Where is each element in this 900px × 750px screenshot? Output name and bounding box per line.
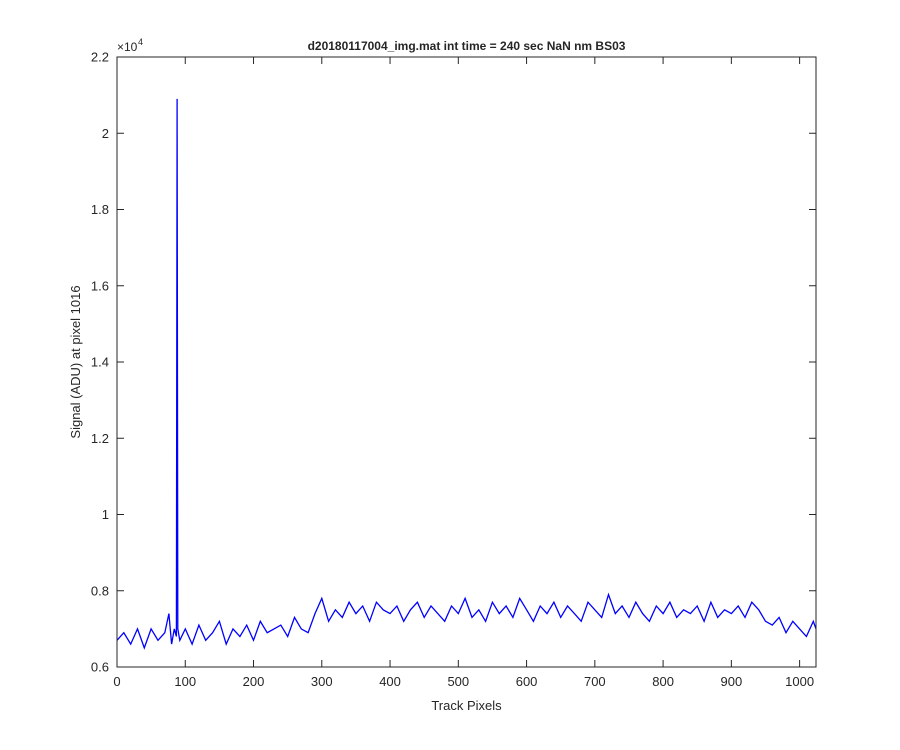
y-tick-label: 0.6 [91, 660, 109, 675]
y-tick-label: 0.8 [91, 583, 109, 598]
y-ticks: 0.6 0.8 1 1.2 1.4 1.6 1.8 2 2.2 [91, 50, 816, 675]
y-exponent-power: 4 [138, 37, 143, 47]
x-tick-label: 300 [311, 674, 333, 689]
x-tick-label: 900 [721, 674, 743, 689]
y-tick-label: 1.4 [91, 355, 109, 370]
x-tick-label: 100 [174, 674, 196, 689]
y-tick-label: 1.6 [91, 278, 109, 293]
x-tick-label: 1000 [785, 674, 814, 689]
x-tick-label: 400 [379, 674, 401, 689]
x-axis-label: Track Pixels [431, 698, 502, 713]
x-tick-label: 200 [243, 674, 265, 689]
plot-area [117, 57, 816, 667]
y-tick-label: 2.2 [91, 50, 109, 65]
y-tick-label: 2 [102, 126, 109, 141]
y-exponent-base: ×10 [117, 40, 138, 54]
y-tick-label: 1.8 [91, 202, 109, 217]
y-exponent: ×10 4 [117, 37, 143, 54]
x-tick-label: 500 [447, 674, 469, 689]
y-axis-label: Signal (ADU) at pixel 1016 [68, 285, 83, 438]
plot-frame [116, 56, 817, 668]
x-ticks: 0 100 200 300 400 500 600 700 800 900 1000 [113, 57, 814, 689]
x-tick-label: 0 [113, 674, 120, 689]
x-tick-label: 700 [584, 674, 606, 689]
x-tick-label: 600 [516, 674, 538, 689]
y-tick-label: 1.2 [91, 431, 109, 446]
x-tick-label: 800 [652, 674, 674, 689]
chart-title: d20180117004_img.mat int time = 240 sec … [308, 39, 626, 53]
y-tick-label: 1 [102, 507, 109, 522]
series-line [116, 98, 817, 650]
